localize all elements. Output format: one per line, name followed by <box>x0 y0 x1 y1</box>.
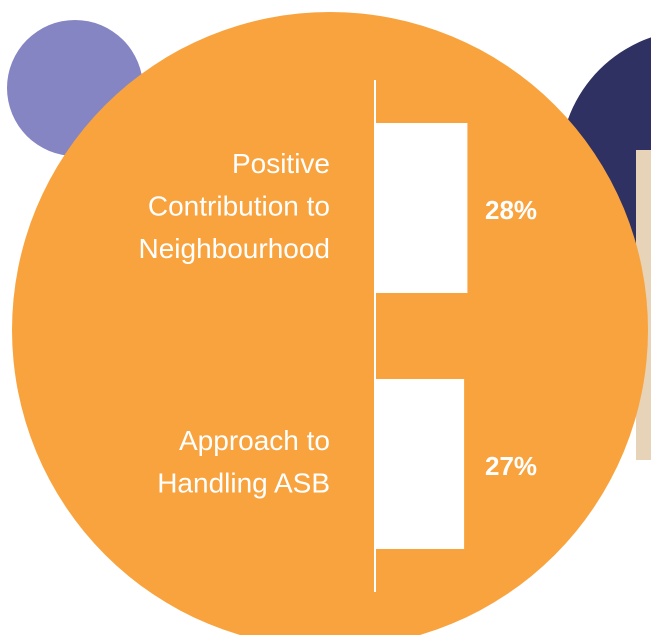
category-label: Contribution to <box>148 190 330 221</box>
bar <box>375 123 467 293</box>
value-label: 27% <box>485 451 537 481</box>
bar <box>375 379 464 549</box>
chart: Positive Contribution to Neighbourhood 28% A… <box>0 0 651 635</box>
category-label: Approach to <box>179 425 330 456</box>
chart-background <box>12 12 648 635</box>
page: Positive Contribution to Neighbourhood 28% A… <box>0 0 651 635</box>
category-label: Neighbourhood <box>139 233 331 264</box>
value-label: 28% <box>485 195 537 225</box>
category-label: Handling ASB <box>157 468 330 499</box>
category-label: Positive <box>232 148 330 179</box>
